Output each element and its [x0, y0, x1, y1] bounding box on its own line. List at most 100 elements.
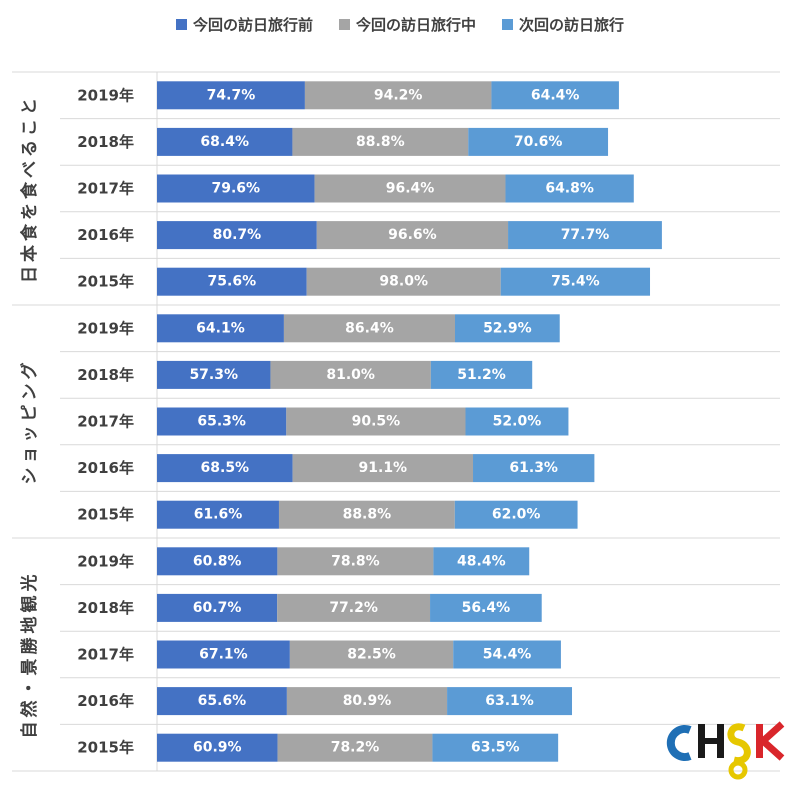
- year-tick-label: 2019年: [77, 552, 134, 570]
- bar-segment: [286, 687, 448, 716]
- data-label: 70.6%: [514, 134, 563, 150]
- year-tick-label: 2016年: [77, 459, 134, 477]
- year-tick-label: 2017年: [77, 180, 134, 198]
- bar-segment: [500, 267, 651, 296]
- bar-segment: [468, 127, 609, 156]
- bar-segment: [157, 407, 287, 436]
- bar-segment: [157, 687, 287, 716]
- data-label: 60.8%: [193, 553, 242, 569]
- group-label: 自然・景勝地観光: [19, 571, 40, 739]
- data-label: 81.0%: [326, 367, 375, 383]
- bar-segment: [286, 407, 466, 436]
- data-label: 78.8%: [331, 553, 380, 569]
- year-tick-label: 2018年: [77, 133, 134, 151]
- bar-segment: [157, 360, 271, 389]
- bar-segment: [505, 174, 634, 203]
- data-label: 52.9%: [483, 320, 532, 336]
- bar-segment: [508, 221, 662, 250]
- year-tick-label: 2016年: [77, 226, 134, 244]
- bar-segment: [157, 267, 307, 296]
- bar-segment: [292, 454, 474, 483]
- data-label: 74.7%: [207, 87, 256, 103]
- data-label: 61.3%: [509, 460, 558, 476]
- data-label: 65.6%: [198, 693, 247, 709]
- year-tick-label: 2015年: [77, 273, 134, 291]
- data-label: 80.7%: [213, 227, 262, 243]
- data-label: 57.3%: [189, 367, 238, 383]
- data-label: 63.1%: [485, 693, 534, 709]
- bar-segment: [491, 81, 619, 110]
- bar-segment: [157, 593, 278, 622]
- year-tick-label: 2017年: [77, 413, 134, 431]
- data-label: 88.8%: [356, 134, 405, 150]
- legend-label-next: 次回の訪日旅行: [519, 16, 625, 34]
- bar-segment: [430, 593, 542, 622]
- bar-segment: [454, 314, 560, 343]
- data-label: 54.4%: [483, 647, 532, 663]
- data-label: 64.8%: [545, 181, 594, 197]
- data-label: 88.8%: [343, 507, 392, 523]
- legend-item-during: 今回の訪日旅行中: [338, 14, 476, 35]
- bar-segment: [157, 454, 293, 483]
- data-label: 56.4%: [462, 600, 511, 616]
- bar-segment: [157, 640, 290, 669]
- bar-segment: [453, 640, 561, 669]
- data-label: 67.1%: [199, 647, 248, 663]
- legend-swatch-before: [175, 19, 187, 30]
- bar-segment: [157, 174, 315, 203]
- data-label: 75.4%: [551, 274, 600, 290]
- bar-segment: [157, 314, 284, 343]
- data-label: 60.9%: [193, 740, 242, 756]
- data-label: 65.3%: [197, 414, 246, 430]
- legend-item-next: 次回の訪日旅行: [502, 14, 624, 35]
- bar-segment: [157, 81, 305, 110]
- data-label: 48.4%: [457, 553, 506, 569]
- data-label: 51.2%: [457, 367, 506, 383]
- data-label: 98.0%: [379, 274, 428, 290]
- data-label: 78.2%: [331, 740, 380, 756]
- bar-segment: [447, 687, 573, 716]
- bar-segment: [473, 454, 595, 483]
- data-label: 52.0%: [493, 414, 542, 430]
- data-label: 77.7%: [561, 227, 610, 243]
- bar-segment: [157, 547, 278, 576]
- data-label: 86.4%: [345, 320, 394, 336]
- legend-swatch-next: [502, 19, 513, 30]
- data-label: 61.6%: [194, 507, 243, 523]
- data-label: 80.9%: [343, 693, 392, 709]
- bar-segment: [157, 733, 278, 762]
- data-label: 79.6%: [212, 181, 261, 197]
- bar-segment: [430, 360, 533, 389]
- data-label: 82.5%: [347, 647, 396, 663]
- data-label: 96.4%: [386, 181, 435, 197]
- data-label: 94.2%: [374, 87, 423, 103]
- bar-segment: [314, 174, 506, 203]
- year-tick-label: 2015年: [77, 506, 134, 524]
- bar-segment: [292, 127, 469, 156]
- bar-segment: [454, 500, 578, 529]
- data-label: 68.5%: [201, 460, 250, 476]
- chsk-logo: [666, 721, 785, 780]
- bar-segment: [316, 221, 509, 250]
- bar-segment: [157, 500, 279, 529]
- bar-segment: [289, 640, 454, 669]
- bar-segment: [157, 221, 317, 250]
- bar-segment: [157, 127, 293, 156]
- year-tick-label: 2019年: [77, 319, 134, 337]
- data-label: 77.2%: [329, 600, 378, 616]
- bar-segment: [306, 267, 501, 296]
- bar-segment: [465, 407, 569, 436]
- legend-label-during: 今回の訪日旅行中: [355, 16, 476, 34]
- bar-segment: [304, 81, 492, 110]
- data-label: 64.4%: [531, 87, 580, 103]
- bar-segment: [270, 360, 431, 389]
- group-label: 日本食を食べること: [19, 94, 40, 283]
- data-label: 96.6%: [388, 227, 437, 243]
- bar-segment: [277, 733, 433, 762]
- bar-segment: [277, 547, 434, 576]
- data-label: 68.4%: [200, 134, 249, 150]
- chart-legend: 今回の訪日旅行前 今回の訪日旅行中 次回の訪日旅行: [0, 14, 800, 35]
- group-label: ショッピング: [19, 359, 40, 485]
- data-label: 75.6%: [208, 274, 257, 290]
